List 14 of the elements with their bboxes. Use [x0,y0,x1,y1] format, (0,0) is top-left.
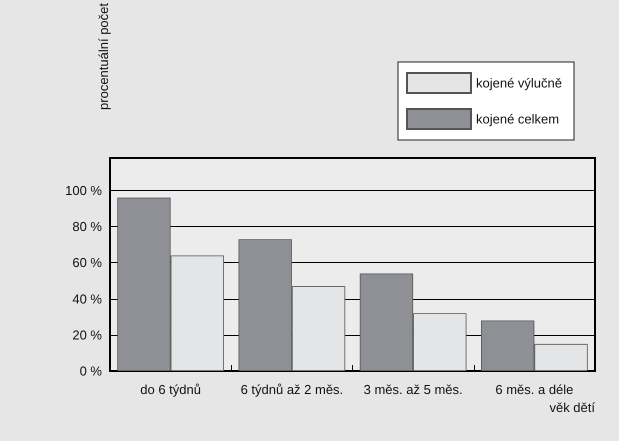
y-tick-label: 100 % [65,182,102,198]
y-tick-label: 20 % [72,327,102,342]
x-tick-label: 6 týdnů až 2 měs. [240,382,344,397]
x-tick-label: 3 měs. až 5 měs. [364,382,463,397]
legend-label: kojené celkem [476,112,560,126]
y-tick-label: 80 % [72,219,102,234]
x-tick-label: do 6 týdnů [140,382,201,397]
legend-label: kojené výlučně [476,76,562,90]
x-tick-label: 6 měs. a déle [495,382,574,397]
y-tick-label: 40 % [72,291,102,306]
x-axis-title: věk dětí [549,400,596,415]
y-axis-title: procentuální počet [96,2,111,110]
y-tick-label: 0 % [80,364,102,378]
y-tick-label: 60 % [72,255,102,270]
